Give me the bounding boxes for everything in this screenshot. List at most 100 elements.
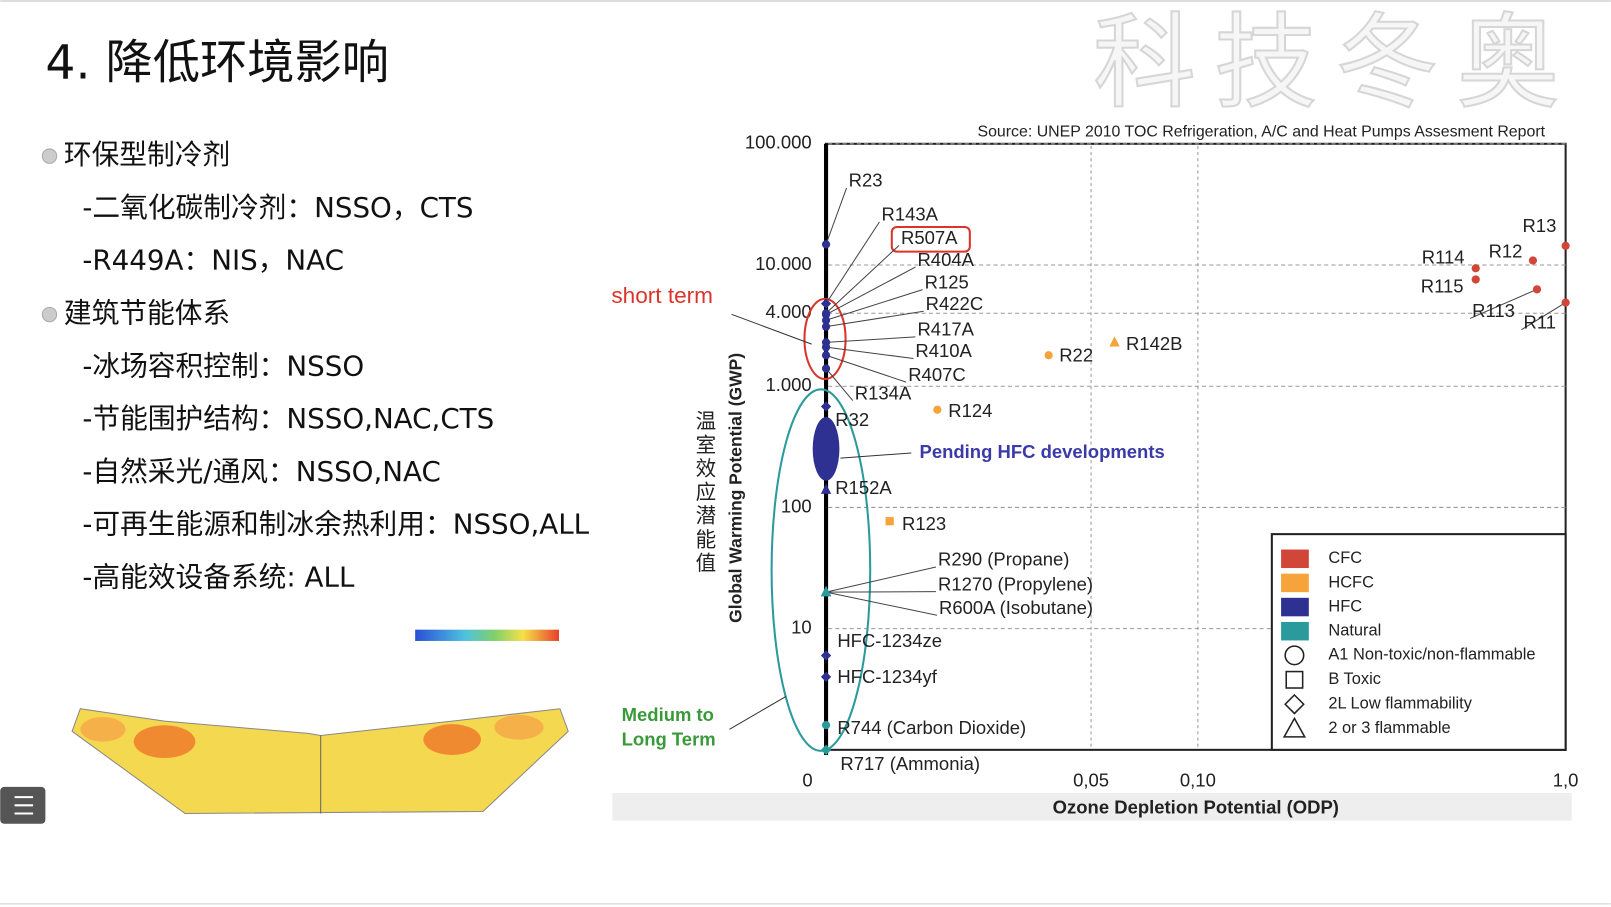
y-tick-label: 1.000 — [765, 374, 811, 395]
x-tick-label: 1,0 — [1553, 770, 1579, 791]
point — [821, 351, 831, 360]
label-leader — [825, 187, 848, 245]
point — [821, 720, 831, 730]
point — [820, 744, 832, 755]
heatmap-thumbnail — [71, 629, 569, 815]
point — [885, 517, 894, 526]
point-label: R290 (Propane) — [938, 549, 1069, 570]
label-leader — [825, 346, 914, 359]
legend-box — [1270, 533, 1567, 751]
point-label: R410A — [915, 340, 972, 361]
point — [820, 585, 832, 597]
point-label: R407C — [908, 364, 966, 385]
y-tick-label: 100.000 — [745, 132, 812, 153]
point-label: R143A — [882, 204, 939, 225]
point — [1532, 285, 1542, 294]
slide-title: 4. 降低环境影响 — [45, 36, 389, 91]
y-tick-label: 100 — [781, 495, 812, 516]
point-label: R12 — [1489, 241, 1523, 262]
annotation-leader — [731, 313, 812, 345]
point-label: R13 — [1522, 215, 1556, 236]
annotation: short term — [611, 283, 713, 308]
legend-swatch — [1281, 597, 1309, 617]
point — [1561, 298, 1570, 307]
warm-zone — [494, 714, 544, 740]
y-tick-label: 10.000 — [755, 253, 812, 274]
sub-item: -R449A：NIS，NAC — [82, 244, 344, 277]
point-label: R11 — [1523, 311, 1556, 332]
point-label: R152A — [835, 477, 892, 498]
point-label: R113 — [1472, 300, 1515, 321]
label-leader — [825, 266, 916, 316]
short-term-ellipse — [803, 297, 847, 381]
menu-icon — [14, 796, 34, 815]
watermark: 科技冬奥 — [1093, 4, 1578, 123]
point-label: R22 — [1059, 344, 1093, 365]
point-label: HFC-1234yf — [837, 666, 937, 687]
point-label: R123 — [902, 513, 946, 534]
point — [1471, 264, 1480, 273]
point — [820, 483, 832, 494]
label-leader — [825, 221, 880, 304]
y-tick-label: 4.000 — [765, 301, 811, 322]
label-leader — [1521, 302, 1566, 331]
point-label: R114 — [1422, 247, 1465, 268]
point-label: R600A (Isobutane) — [939, 597, 1093, 618]
point — [821, 316, 831, 325]
x-label-band — [612, 792, 1572, 821]
point — [820, 650, 832, 661]
bullet-dot — [41, 148, 58, 164]
pending-hfc-range — [812, 417, 840, 481]
long-term-ellipse — [770, 388, 872, 752]
point — [821, 364, 831, 373]
x-tick-label: 0,05 — [1073, 770, 1109, 791]
x-axis-label: Ozone Depletion Potential (ODP) — [1053, 796, 1339, 817]
point-label: R125 — [925, 271, 969, 292]
point — [1044, 351, 1053, 360]
sub-item: -二氧化碳制冷剂：NSSO，CTS — [82, 191, 473, 224]
bullet-dot — [41, 306, 58, 323]
point-label: R124 — [948, 400, 992, 421]
sub-item: -高能效设备系统: ALL — [82, 561, 355, 594]
label-leader — [825, 245, 900, 314]
warm-zone — [80, 716, 126, 742]
point-label: R1270 (Propylene) — [938, 573, 1093, 594]
point-label: R422C — [926, 293, 984, 314]
point — [1109, 336, 1120, 347]
legend-icon — [1282, 716, 1307, 738]
point-label: R142B — [1126, 333, 1182, 354]
label-leader — [825, 591, 938, 616]
label-leader — [825, 566, 937, 593]
bullet-list: 环保型制冷剂 -二氧化碳制冷剂：NSSO，CTS -R449A：NIS，NAC 建筑节… — [41, 138, 590, 594]
x-tick-label: 0,10 — [1180, 770, 1216, 791]
point — [821, 310, 831, 319]
y-axis-label: Global Warming Potential (GWP) — [725, 353, 745, 623]
annotation-leader — [840, 452, 912, 459]
y-axis-label-cn: 温室效应潜能值 — [696, 409, 717, 575]
sub-item: -可再生能源和制冰余热利用：NSSO,ALL — [82, 508, 589, 541]
highlight-box — [890, 225, 971, 253]
point — [1528, 256, 1538, 265]
point — [821, 322, 831, 331]
annotation-leader — [729, 695, 787, 730]
legend-label: HFC — [1328, 597, 1362, 615]
point-label: R417A — [917, 319, 974, 340]
legend-swatch — [1281, 573, 1309, 593]
point-label: R717 (Ammonia) — [840, 753, 980, 774]
point-label: R23 — [849, 170, 883, 191]
point — [1561, 241, 1570, 250]
point-label: R404A — [917, 249, 974, 270]
legend-label: Natural — [1328, 622, 1381, 640]
x-tick-label: 0 — [802, 770, 812, 791]
label-leader — [825, 368, 854, 401]
color-bar — [415, 629, 559, 641]
legend-label: CFC — [1328, 549, 1362, 567]
legend-label: A1 Non-toxic/non-flammable — [1328, 646, 1535, 664]
sub-item: -冰场容积控制：NSSO — [82, 349, 364, 382]
point — [820, 671, 832, 683]
legend-label: HCFC — [1328, 573, 1374, 591]
label-leader — [1469, 288, 1538, 319]
